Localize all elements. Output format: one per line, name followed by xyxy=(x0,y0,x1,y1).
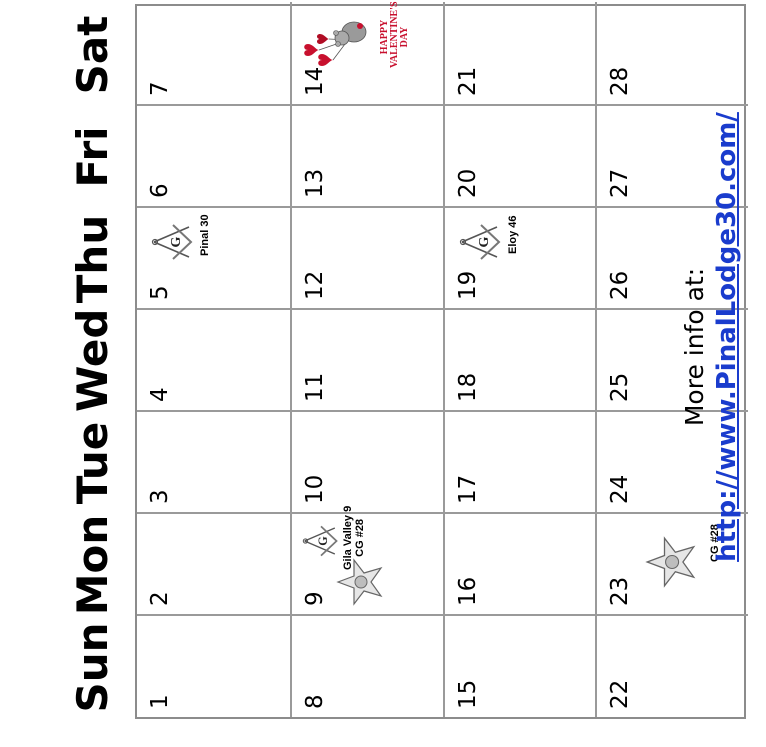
day-cell[interactable]: 13 xyxy=(292,104,445,206)
day-cell[interactable]: 21 xyxy=(445,2,597,104)
eastern-star-icon xyxy=(645,536,701,588)
day-number: 8 xyxy=(302,694,328,709)
eastern-star-icon xyxy=(336,558,388,606)
day-number: 11 xyxy=(302,372,328,402)
day-number: 13 xyxy=(302,168,328,198)
day-cell[interactable]: 10 xyxy=(292,410,445,512)
day-cell[interactable]: 5 G Pinal 30 xyxy=(137,206,292,308)
square-compass-icon: G xyxy=(302,522,344,560)
day-number: 1 xyxy=(147,694,173,709)
day-number: 21 xyxy=(455,66,481,96)
day-header-tue: Tue xyxy=(68,421,117,505)
day-number: 9 xyxy=(302,591,328,606)
day-number: 25 xyxy=(607,372,633,402)
day-cell[interactable]: 11 xyxy=(292,308,445,410)
day-number: 2 xyxy=(147,591,173,606)
day-cell[interactable]: 15 xyxy=(445,614,597,717)
day-header-fri: Fri xyxy=(68,126,117,188)
more-info-text: More info at: xyxy=(680,267,709,427)
day-cell[interactable]: 12 xyxy=(292,206,445,308)
day-cell[interactable]: 16 xyxy=(445,512,597,614)
day-number: 27 xyxy=(607,168,633,198)
day-cell[interactable]: 17 xyxy=(445,410,597,512)
day-header-row: Sun Mon Tue Wed Thu Fri Sat xyxy=(52,0,134,747)
day-cell[interactable]: 14 HAPPY VALENTINE'S DAY xyxy=(292,1,445,104)
calendar-grid: 1 2 3 4 5 G Pinal 30 6 7 8 9 xyxy=(135,1,748,719)
day-cell[interactable]: 23 CG #28 xyxy=(597,512,748,614)
day-number: 12 xyxy=(302,270,328,300)
day-cell[interactable]: 18 xyxy=(445,308,597,410)
day-cell[interactable]: 9 G Gila Valley 9 CG #28 xyxy=(292,506,445,614)
day-number: 20 xyxy=(455,168,481,198)
event-label-gila-valley: Gila Valley 9 CG #28 xyxy=(342,505,366,570)
valentine-bear-balloons-icon xyxy=(298,6,382,70)
day-number: 18 xyxy=(455,372,481,402)
event-label-eloy-46: Eloy 46 xyxy=(507,215,519,254)
day-header-sun: Sun xyxy=(68,622,117,713)
day-number: 23 xyxy=(607,576,633,606)
day-number: 6 xyxy=(147,183,173,198)
valentine-text: HAPPY VALENTINE'S DAY xyxy=(379,1,410,68)
day-cell[interactable]: 1 xyxy=(137,614,292,717)
day-number: 5 xyxy=(147,285,173,300)
day-number: 19 xyxy=(455,270,481,300)
square-compass-icon: G xyxy=(459,220,507,264)
day-number: 7 xyxy=(147,81,173,96)
svg-text:G: G xyxy=(169,236,184,247)
day-number: 14 xyxy=(302,66,328,96)
day-header-mon: Mon xyxy=(68,514,117,616)
day-cell[interactable]: 22 xyxy=(597,614,748,717)
day-cell[interactable]: 6 xyxy=(137,104,292,206)
day-cell[interactable]: 19 G Eloy 46 xyxy=(445,206,597,308)
day-number: 10 xyxy=(302,474,328,504)
svg-text:G: G xyxy=(477,236,492,247)
day-number: 24 xyxy=(607,474,633,504)
square-compass-icon: G xyxy=(151,220,199,264)
day-number: 4 xyxy=(147,387,173,402)
day-cell[interactable]: 2 xyxy=(137,512,292,614)
day-number: 26 xyxy=(607,270,633,300)
day-number: 28 xyxy=(607,66,633,96)
day-header-sat: Sat xyxy=(68,15,117,95)
event-label-pinal-30: Pinal 30 xyxy=(199,214,211,256)
day-cell[interactable]: 7 xyxy=(137,2,292,104)
day-number: 16 xyxy=(455,576,481,606)
day-cell[interactable]: 20 xyxy=(445,104,597,206)
day-header-wed: Wed xyxy=(68,308,117,412)
day-header-thu: Thu xyxy=(68,214,117,304)
day-number: 15 xyxy=(455,679,481,709)
svg-text:G: G xyxy=(316,536,330,546)
day-number: 3 xyxy=(147,489,173,504)
day-number: 17 xyxy=(455,474,481,504)
day-cell[interactable]: 8 xyxy=(292,614,445,717)
day-number: 22 xyxy=(607,679,633,709)
day-cell[interactable]: 4 xyxy=(137,308,292,410)
website-link[interactable]: http://www.PinalLodge30.com/ xyxy=(712,112,742,562)
day-cell[interactable]: 3 xyxy=(137,410,292,512)
